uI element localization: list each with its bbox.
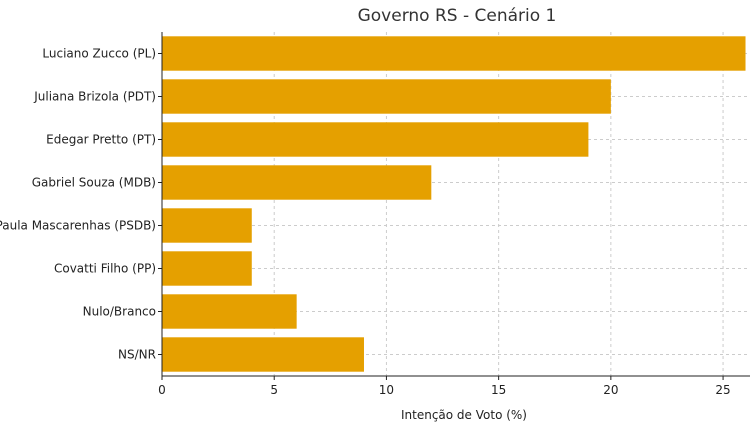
- category-label: Nulo/Branco: [83, 305, 156, 319]
- bar-layer: [162, 36, 746, 372]
- category-label: Luciano Zucco (PL): [42, 47, 156, 61]
- bar: [162, 294, 297, 329]
- x-tick-label: 10: [379, 383, 394, 397]
- bar: [162, 36, 746, 71]
- category-label: Gabriel Souza (MDB): [32, 176, 156, 190]
- bar: [162, 122, 589, 157]
- category-label: Covatti Filho (PP): [54, 262, 156, 276]
- category-label: Juliana Brizola (PDT): [33, 90, 156, 104]
- chart-title: Governo RS - Cenário 1: [358, 6, 557, 26]
- x-tick-label: 25: [715, 383, 730, 397]
- bar: [162, 79, 611, 114]
- bar: [162, 208, 252, 243]
- category-label: NS/NR: [118, 348, 156, 362]
- x-tick-label: 5: [270, 383, 278, 397]
- bar: [162, 337, 364, 372]
- bar: [162, 165, 432, 200]
- x-axis-label: Intenção de Voto (%): [401, 408, 527, 422]
- category-label: Edegar Pretto (PT): [46, 133, 156, 147]
- bar: [162, 251, 252, 286]
- axis-layer: 0 5 10 15 20 25 Luciano Zucco (PL) Juliana Briz…: [0, 32, 750, 397]
- category-label: Paula Mascarenhas (PSDB): [0, 219, 156, 233]
- x-tick-label: 20: [603, 383, 618, 397]
- x-tick-label: 0: [158, 383, 166, 397]
- x-tick-label: 15: [491, 383, 506, 397]
